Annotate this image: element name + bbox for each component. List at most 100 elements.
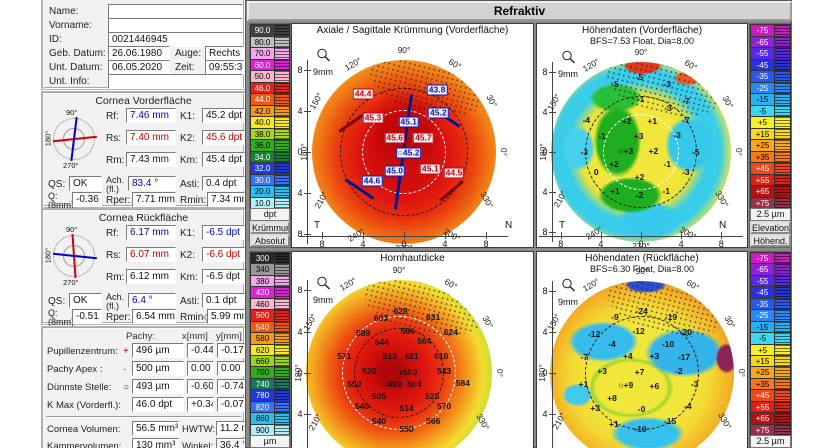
scale-gradient-bar [775, 139, 791, 151]
qs-input[interactable]: OK [69, 176, 102, 191]
k-input[interactable]: -6.5 dpt [202, 225, 245, 240]
qs-label: QS: [48, 296, 66, 307]
pachy-value-input[interactable]: 493 µm [132, 379, 184, 394]
pachy-x-input[interactable]: -0.44 [187, 343, 214, 358]
dial-270-label: 270° [63, 161, 79, 170]
display-title-bar: Refraktiv [247, 1, 792, 21]
k-input[interactable]: 45.6 dpt [202, 130, 245, 145]
magnifier-zoom-control[interactable]: 9mm [308, 276, 338, 305]
achse-input[interactable]: 6.4 ° [128, 293, 176, 308]
radius-input[interactable]: 7.43 mm [126, 152, 176, 167]
volume-value-input[interactable]: 56.5 mm³ [132, 421, 179, 436]
map-value-label: -10 [634, 424, 647, 435]
volume-value2-input[interactable]: 36.4 ° [216, 438, 245, 448]
radius-input[interactable]: 6.12 mm [126, 269, 176, 284]
angle-label: 330° [478, 189, 496, 211]
pachy-y-input[interactable]: -0.74 [217, 379, 245, 394]
q-label: Q: (8mm) [48, 191, 74, 210]
name-label: Name: [49, 6, 79, 17]
y-axis-line [552, 281, 553, 448]
radius-input[interactable]: 6.17 mm [126, 225, 176, 240]
y-axis-tick [549, 71, 556, 73]
y-axis-tick-label: 0 [297, 368, 303, 378]
pachy-x-input[interactable]: +0.34 [187, 397, 214, 412]
map-value-label: 44.5 [443, 167, 465, 179]
y-axis-tick [549, 111, 556, 113]
volume-value-input[interactable]: 130 mm³ [132, 438, 179, 448]
asti-input[interactable]: 0.1 dpt [202, 293, 245, 308]
k-input[interactable]: -6.6 dpt [202, 247, 245, 262]
q-input[interactable]: -0.51 [72, 309, 102, 324]
y-axis-tick [549, 291, 556, 292]
volume-row-label: Kammervolumen: [47, 441, 122, 448]
qs-input[interactable]: OK [69, 293, 102, 308]
magnifier-diameter-label: 9mm [558, 69, 578, 79]
asti-input[interactable]: 0.4 dpt [202, 176, 245, 191]
x-axis-tick [363, 232, 364, 239]
time-input[interactable]: 09:55:30 [205, 60, 244, 75]
y-col-header: y[mm] [216, 331, 242, 342]
magnifier-zoom-control[interactable]: 9mm [308, 48, 338, 77]
y-axis-tick [304, 70, 311, 71]
name-input[interactable] [108, 4, 243, 19]
cornea-back-panel: Cornea Rückfläche 90° 270° 180° Rf: 6.17 mm K1… [42, 209, 245, 327]
achse-input[interactable]: 83.4 ° [128, 176, 176, 191]
exam-date-input[interactable]: 06.05.2020 [108, 60, 170, 75]
k-input[interactable]: 45.4 dpt [202, 152, 245, 167]
angle-label: 330° [713, 188, 732, 210]
map-value-label: -4 [683, 401, 692, 412]
radius-input[interactable]: 7.46 mm [126, 108, 176, 123]
rper-input[interactable]: 7.71 mm [132, 192, 176, 207]
pachy-y-input[interactable]: -0.17 [217, 343, 245, 358]
scale-value-label: +65 [750, 185, 775, 197]
map-value-label: ○+9 [618, 379, 634, 390]
radius-input[interactable]: 7.40 mm [126, 130, 176, 145]
pachy-y-input[interactable]: 0.00 [217, 361, 245, 376]
pachy-x-input[interactable]: 0.00 [187, 361, 214, 376]
scale-gradient-bar [275, 412, 290, 424]
pachy-value-input[interactable]: 496 µm [132, 343, 184, 358]
radius-input[interactable]: 6.07 mm [126, 247, 176, 262]
scale-entry: +75 [750, 423, 791, 435]
id-input[interactable]: 0021446945 [108, 32, 243, 47]
scale-value-label: -45 [750, 58, 775, 70]
rmin-input[interactable]: 7.34 mm [207, 192, 245, 207]
curvature-mode-button[interactable]: Krümmung [250, 221, 290, 234]
pachy-value-input[interactable]: 46.0 dpt [132, 397, 184, 412]
volume-value2-input[interactable]: 11.2 mm [216, 421, 245, 436]
curvature-mode-button[interactable]: Absolut [250, 234, 290, 247]
volume-row-label2: Winkel: [182, 441, 214, 448]
eye-input[interactable]: Rechts [205, 46, 244, 61]
magnifier-zoom-control[interactable]: 9mm [553, 278, 583, 307]
exam-info-input[interactable] [108, 74, 243, 89]
pachy-y-input[interactable]: -0.07 [217, 397, 245, 412]
scale-entry: -5 [750, 332, 791, 344]
birthdate-input[interactable]: 26.06.1980 [108, 46, 170, 61]
angle-label: 0° [734, 147, 744, 157]
scale-gradient-bar [775, 162, 791, 174]
magnifier-zoom-control[interactable]: 9mm [553, 50, 583, 79]
elevation-front-mode-button[interactable]: Elevation [750, 221, 791, 234]
scale-value-label: 700 [250, 366, 275, 378]
scale-entry: 70.0 [250, 47, 290, 59]
scale-entry: -75 [750, 24, 791, 36]
map-value-label: -4 [608, 339, 616, 350]
scale-value-label: -5 [750, 104, 775, 116]
q-input[interactable]: -0.36 [72, 192, 102, 207]
elevation-front-mode-button[interactable]: Höhend. [750, 234, 791, 247]
k-input[interactable]: -6.5 dpt [202, 269, 245, 284]
map-value-label: 505 [371, 391, 387, 402]
scale-gradient-bar [275, 286, 290, 298]
scale-gradient-bar [275, 116, 290, 128]
rper-input[interactable]: 6.54 mm [132, 309, 176, 324]
pachy-x-input[interactable]: -0.60 [187, 379, 214, 394]
id-label: ID: [49, 34, 62, 45]
y-axis-tick [304, 331, 311, 333]
scale-value-label: 34.0 [250, 150, 275, 162]
k-input[interactable]: 45.2 dpt [202, 108, 245, 123]
vorname-input[interactable] [108, 18, 243, 33]
scale-gradient-bar [275, 104, 290, 116]
rmin-input[interactable]: 5.99 mm [207, 309, 245, 324]
pachy-value-input[interactable]: 500 µm [132, 361, 184, 376]
scale-value-label: -25 [750, 309, 775, 321]
